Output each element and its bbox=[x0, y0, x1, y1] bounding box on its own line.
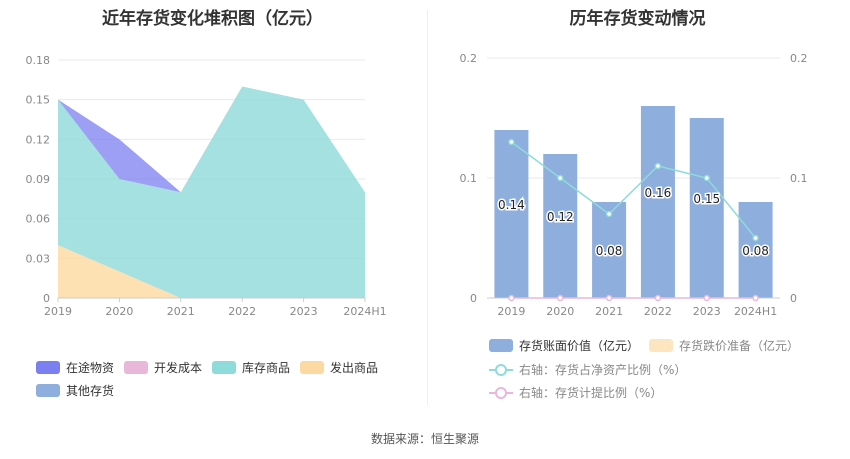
legend-item-impairment[interactable]: 存货跌价准备（亿元） bbox=[649, 337, 799, 354]
legend-item-kaifa[interactable]: 开发成本 bbox=[124, 359, 202, 376]
legend-item-zaitu[interactable]: 在途物资 bbox=[36, 359, 114, 376]
bar-data-label: 0.15 bbox=[693, 192, 720, 206]
legend-swatch-provision-ratio bbox=[489, 386, 513, 399]
line-point bbox=[557, 174, 564, 182]
x-tick-label: 2022 bbox=[644, 305, 672, 318]
bar-data-label: 0.14 bbox=[498, 198, 525, 212]
right-chart-title: 历年存货变动情况 bbox=[569, 9, 706, 29]
x-tick-label: 2024H1 bbox=[343, 305, 386, 318]
bar bbox=[689, 118, 724, 298]
y-tick-label: 0.12 bbox=[26, 133, 51, 146]
bar-data-label: 0.16 bbox=[645, 186, 672, 200]
legend-label-book-value: 存货账面价值（亿元） bbox=[519, 339, 640, 353]
x-tick-label: 2023 bbox=[290, 305, 318, 318]
y-tick-label: 0.09 bbox=[26, 173, 51, 186]
right-chart-panel: 历年存货变动情况 0 0.1 0.2 0 0.1 0.2 0.14 0.12 0.08 0.16 0… bbox=[425, 0, 850, 420]
line-point bbox=[752, 294, 759, 302]
x-tick-label: 2023 bbox=[693, 305, 721, 318]
line-point bbox=[605, 210, 613, 218]
bar-data-label: 0.12 bbox=[547, 210, 574, 224]
y-tick-label: 0.18 bbox=[26, 54, 51, 67]
legend-label-kaifa: 开发成本 bbox=[154, 361, 203, 375]
y2-tick-label: 0 bbox=[790, 292, 797, 305]
x-tick-label: 2021 bbox=[167, 305, 195, 318]
line-point bbox=[703, 174, 710, 182]
legend-label-provision-ratio: 右轴：存货计提比例（%） bbox=[519, 386, 663, 400]
data-source: 数据来源：恒生聚源 bbox=[370, 432, 479, 446]
area-series bbox=[58, 245, 365, 298]
line-point bbox=[557, 294, 564, 302]
legend-label-kucun: 库存商品 bbox=[242, 361, 291, 375]
x-tick-label: 2019 bbox=[44, 305, 72, 318]
area-series bbox=[58, 86, 365, 193]
stacked-area-chart: 0 0.03 0.06 0.09 0.12 0.15 0.18 2019 2020 2021 202… bbox=[26, 54, 387, 318]
legend-swatch-book-value bbox=[489, 339, 513, 352]
x-tick-label: 2019 bbox=[497, 305, 525, 318]
bar-data-label: 0.08 bbox=[742, 244, 769, 258]
left-chart-title: 近年存货变化堆积图（亿元） bbox=[102, 9, 323, 29]
y-tick-label: 0 bbox=[470, 292, 477, 305]
line-series bbox=[510, 141, 757, 239]
bar bbox=[592, 202, 627, 298]
legend-swatch-impairment bbox=[649, 339, 673, 352]
bar bbox=[640, 106, 675, 298]
line-point bbox=[752, 234, 759, 242]
y2-tick-label: 0.2 bbox=[790, 52, 808, 65]
y-tick-label: 0.03 bbox=[26, 252, 51, 265]
right-chart-legend: 存货账面价值（亿元） 存货跌价准备（亿元） 右轴：存货占净资产比例（%） 右轴：… bbox=[425, 0, 850, 420]
x-tick-label: 2020 bbox=[546, 305, 574, 318]
legend-swatch-zaitu bbox=[36, 361, 60, 374]
bar-data-label: 0.08 bbox=[596, 244, 623, 258]
y-tick-label: 0.15 bbox=[26, 94, 51, 107]
legend-swatch-kucun bbox=[212, 361, 236, 374]
x-tick-label: 2020 bbox=[105, 305, 133, 318]
legend-label-impairment: 存货跌价准备（亿元） bbox=[679, 339, 800, 353]
line-point bbox=[654, 162, 662, 170]
left-chart-panel: 近年存货变化堆积图（亿元） 0 0.03 0.06 0.09 0.12 0.15 0.18 2… bbox=[0, 0, 425, 420]
bar-line-combo-chart: 0 0.1 0.2 0 0.1 0.2 0.14 0.12 0.08 0.16 0.15 0.08 20… bbox=[460, 52, 808, 318]
legend-item-kucun[interactable]: 库存商品 bbox=[212, 359, 290, 376]
legend-item-provision-ratio[interactable]: 右轴：存货计提比例（%） bbox=[489, 384, 662, 401]
x-tick-label: 2021 bbox=[595, 305, 623, 318]
bar bbox=[738, 202, 773, 298]
line-point bbox=[654, 294, 662, 302]
line-point bbox=[605, 294, 613, 302]
x-tick-label: 2022 bbox=[228, 305, 256, 318]
legend-item-qita[interactable]: 其他存货 bbox=[36, 382, 114, 399]
legend-label-zaitu: 在途物资 bbox=[66, 361, 115, 375]
y-tick-label: 0.2 bbox=[460, 52, 478, 65]
legend-item-fachu[interactable]: 发出商品 bbox=[300, 359, 378, 376]
line-point bbox=[703, 294, 710, 302]
y-tick-label: 0.06 bbox=[26, 213, 51, 226]
bar bbox=[494, 130, 529, 298]
legend-swatch-kaifa bbox=[124, 361, 148, 374]
y-tick-label: 0.1 bbox=[460, 172, 478, 185]
legend-label-qita: 其他存货 bbox=[66, 384, 115, 398]
line-point bbox=[508, 138, 515, 146]
legend-swatch-qita bbox=[36, 384, 60, 397]
x-tick-label: 2024H1 bbox=[734, 305, 777, 318]
legend-label-net-asset-ratio: 右轴：存货占净资产比例（%） bbox=[519, 363, 687, 377]
legend-swatch-fachu bbox=[300, 361, 324, 374]
area-series bbox=[58, 86, 365, 298]
left-chart-legend: 在途物资 开发成本 库存商品 发出商品 其他存货 bbox=[0, 0, 425, 420]
y-tick-label: 0 bbox=[43, 292, 50, 305]
legend-label-fachu: 发出商品 bbox=[330, 361, 379, 375]
panel-divider bbox=[427, 10, 428, 405]
legend-swatch-net-asset-ratio bbox=[489, 363, 513, 376]
line-point bbox=[508, 294, 515, 302]
legend-item-book-value[interactable]: 存货账面价值（亿元） bbox=[489, 337, 639, 354]
y2-tick-label: 0.1 bbox=[790, 172, 808, 185]
legend-item-net-asset-ratio[interactable]: 右轴：存货占净资产比例（%） bbox=[489, 361, 686, 378]
